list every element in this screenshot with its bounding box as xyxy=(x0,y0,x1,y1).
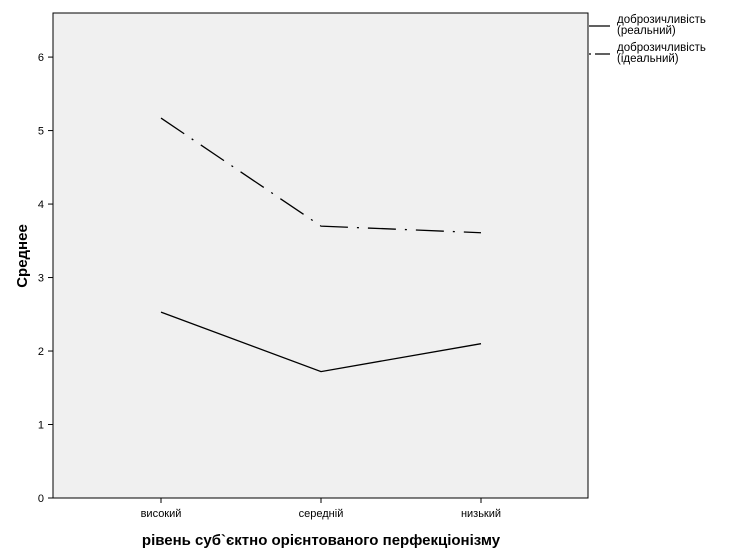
x-axis: високий середній низький xyxy=(141,498,501,520)
y-tick-label: 3 xyxy=(38,273,44,285)
series-layer xyxy=(160,117,482,373)
x-axis-title: рівень суб`єктно орієнтованого перфекціо… xyxy=(142,532,501,549)
y-tick-label: 6 xyxy=(38,52,44,64)
y-tick-label: 2 xyxy=(38,346,44,358)
plot-area xyxy=(52,12,589,499)
legend-label-1: доброзичливість xyxy=(617,14,706,26)
x-tick-label: високий xyxy=(141,508,182,520)
legend: доброзичливість(реальний)доброзичливість… xyxy=(589,14,706,65)
legend-label-1: (реальний) xyxy=(617,25,676,37)
legend-label-2: (ідеальний) xyxy=(617,53,679,65)
legend-label-2: доброзичливість xyxy=(617,42,706,54)
x-tick-label: середній xyxy=(299,508,344,520)
x-tick-label: низький xyxy=(461,508,501,520)
y-tick-label: 1 xyxy=(38,420,44,432)
y-axis: 0 1 2 3 4 5 6 xyxy=(38,52,53,505)
y-tick-label: 5 xyxy=(38,126,44,138)
y-tick-label: 4 xyxy=(38,199,44,211)
series-line-2 xyxy=(160,117,482,234)
series-line-1 xyxy=(160,311,482,373)
y-tick-label: 0 xyxy=(38,493,44,505)
y-axis-title: Среднее xyxy=(14,224,31,288)
